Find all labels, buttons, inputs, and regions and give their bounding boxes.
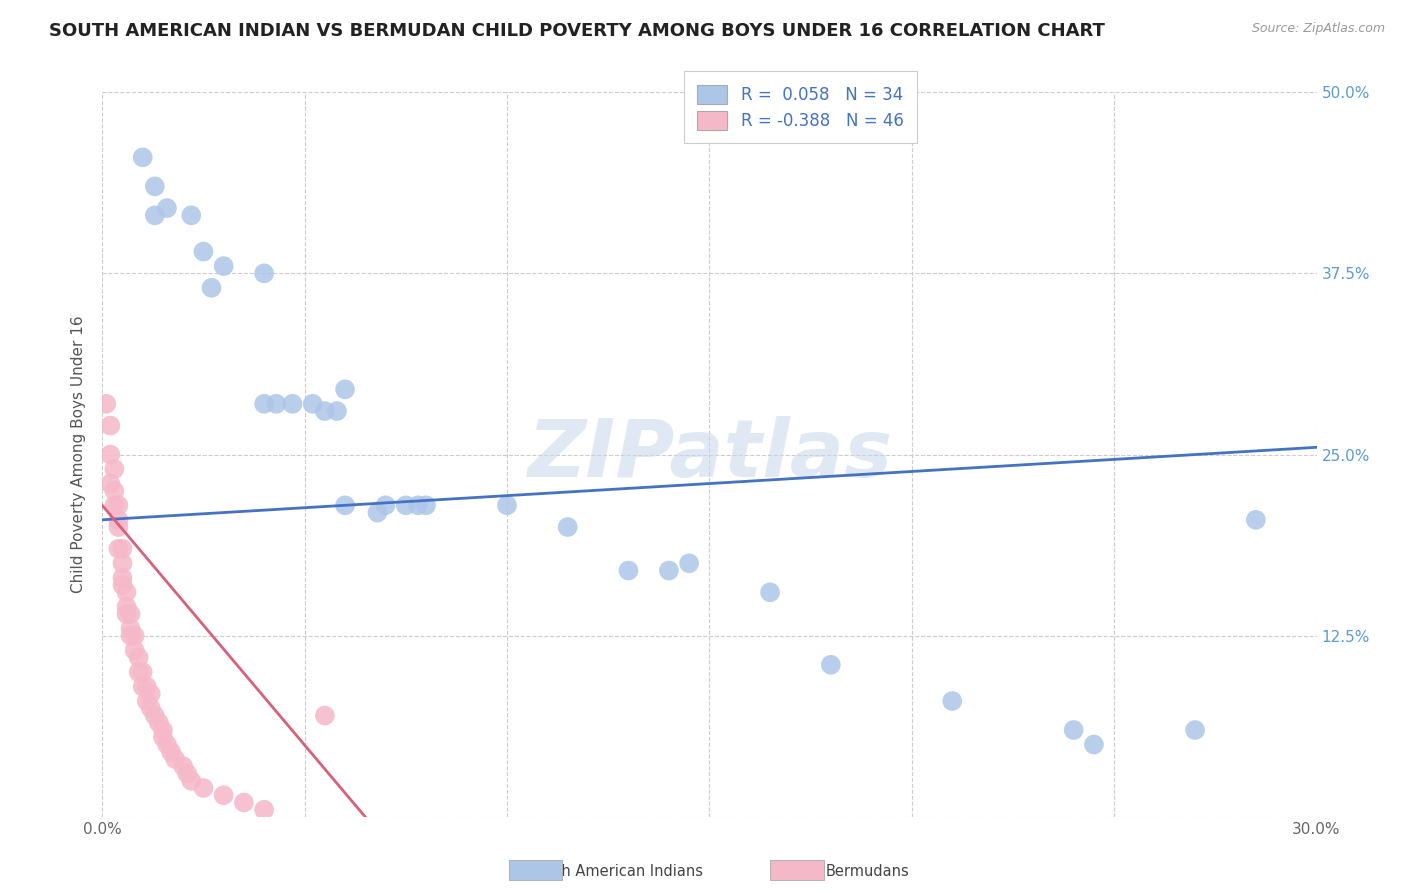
Point: [165, 752, 187, 766]
Point: [314, 708, 336, 723]
Point: [180, 773, 202, 788]
Point: [496, 498, 519, 512]
Text: Source: ZipAtlas.com: Source: ZipAtlas.com: [1251, 22, 1385, 36]
Point: [941, 694, 963, 708]
Point: [176, 766, 198, 780]
Point: [374, 498, 396, 512]
Point: [111, 571, 134, 585]
Point: [152, 731, 174, 745]
Point: [193, 244, 215, 259]
Point: [333, 382, 356, 396]
Point: [103, 498, 125, 512]
Point: [301, 397, 323, 411]
Point: [395, 498, 418, 512]
Point: [124, 629, 146, 643]
Point: [160, 745, 183, 759]
Point: [135, 694, 157, 708]
Point: [139, 701, 162, 715]
Point: [107, 520, 129, 534]
Point: [107, 498, 129, 512]
Point: [617, 564, 640, 578]
Point: [98, 418, 121, 433]
Point: [1083, 738, 1105, 752]
Point: [180, 208, 202, 222]
Point: [131, 680, 153, 694]
Point: [98, 448, 121, 462]
Point: [96, 397, 118, 411]
Point: [120, 607, 142, 621]
Point: [200, 281, 222, 295]
Point: [253, 266, 276, 280]
Point: [103, 462, 125, 476]
Text: ZIPatlas: ZIPatlas: [527, 416, 891, 493]
Point: [111, 556, 134, 570]
Point: [232, 796, 254, 810]
Point: [131, 665, 153, 679]
Point: [120, 629, 142, 643]
Point: [98, 476, 121, 491]
Point: [678, 556, 700, 570]
Point: [128, 665, 150, 679]
Point: [253, 803, 276, 817]
Point: [156, 201, 179, 215]
Point: [128, 650, 150, 665]
Text: SOUTH AMERICAN INDIAN VS BERMUDAN CHILD POVERTY AMONG BOYS UNDER 16 CORRELATION : SOUTH AMERICAN INDIAN VS BERMUDAN CHILD …: [49, 22, 1105, 40]
Point: [143, 708, 166, 723]
Point: [212, 259, 235, 273]
Point: [131, 150, 153, 164]
Point: [314, 404, 336, 418]
Point: [115, 599, 138, 614]
Point: [148, 715, 170, 730]
Point: [143, 179, 166, 194]
Text: Bermudans: Bermudans: [825, 864, 910, 879]
Point: [107, 541, 129, 556]
Point: [1184, 723, 1206, 737]
Point: [281, 397, 304, 411]
Legend: R =  0.058   N = 34, R = -0.388   N = 46: R = 0.058 N = 34, R = -0.388 N = 46: [683, 71, 917, 144]
Point: [143, 208, 166, 222]
Point: [135, 680, 157, 694]
Point: [115, 585, 138, 599]
Point: [253, 397, 276, 411]
Point: [139, 687, 162, 701]
Point: [107, 513, 129, 527]
Point: [759, 585, 782, 599]
Point: [156, 738, 179, 752]
Point: [1063, 723, 1085, 737]
Point: [111, 541, 134, 556]
Point: [366, 506, 388, 520]
Point: [193, 780, 215, 795]
Point: [111, 578, 134, 592]
Point: [115, 607, 138, 621]
Point: [415, 498, 437, 512]
Point: [820, 657, 842, 672]
Y-axis label: Child Poverty Among Boys Under 16: Child Poverty Among Boys Under 16: [72, 316, 86, 593]
Point: [333, 498, 356, 512]
Point: [326, 404, 349, 418]
Point: [172, 759, 194, 773]
Point: [120, 622, 142, 636]
Point: [264, 397, 287, 411]
Point: [124, 643, 146, 657]
Point: [658, 564, 681, 578]
Point: [557, 520, 579, 534]
Text: South American Indians: South American Indians: [529, 864, 703, 879]
Point: [1244, 513, 1267, 527]
Point: [212, 789, 235, 803]
Point: [103, 483, 125, 498]
Point: [406, 498, 429, 512]
Point: [152, 723, 174, 737]
